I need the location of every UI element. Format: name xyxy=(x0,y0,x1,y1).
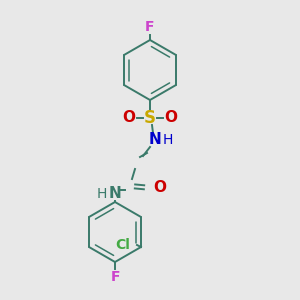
Text: O: O xyxy=(122,110,136,125)
Text: F: F xyxy=(145,20,155,34)
Text: Cl: Cl xyxy=(116,238,130,252)
Text: F: F xyxy=(110,270,120,284)
Text: H: H xyxy=(97,187,107,201)
Text: H: H xyxy=(163,133,173,147)
Text: O: O xyxy=(154,181,166,196)
Text: O: O xyxy=(164,110,178,125)
Text: N: N xyxy=(109,187,122,202)
Text: N: N xyxy=(148,133,161,148)
Text: S: S xyxy=(144,109,156,127)
